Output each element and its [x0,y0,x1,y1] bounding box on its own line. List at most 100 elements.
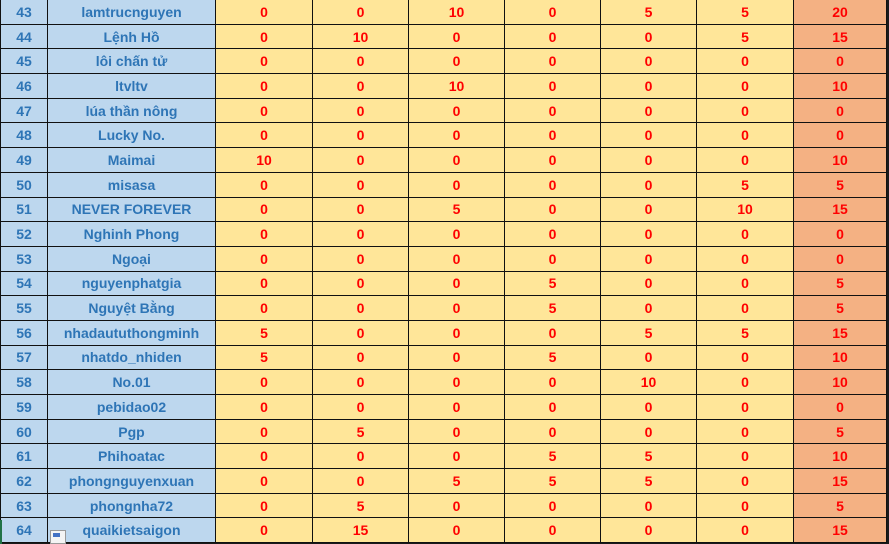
total-cell[interactable]: 10 [793,344,887,371]
score-cell[interactable]: 0 [312,344,409,371]
score-cell[interactable]: 0 [215,418,313,445]
row-number-cell[interactable]: 46 [0,73,48,99]
score-cell[interactable]: 0 [696,492,794,519]
score-cell[interactable]: 0 [408,23,505,50]
player-name-cell[interactable]: Ngoại [47,245,216,272]
score-cell[interactable]: 10 [408,0,505,25]
score-cell[interactable]: 10 [408,73,505,99]
total-cell[interactable]: 0 [793,97,887,124]
score-cell[interactable]: 0 [408,369,505,395]
total-cell[interactable]: 10 [793,73,887,99]
score-cell[interactable]: 5 [408,196,505,223]
score-cell[interactable]: 0 [696,418,794,445]
score-cell[interactable]: 0 [504,319,601,346]
player-name-cell[interactable]: misasa [47,171,216,198]
total-cell[interactable]: 0 [793,221,887,247]
score-cell[interactable]: 0 [504,394,601,420]
score-cell[interactable]: 0 [696,48,794,75]
total-cell[interactable]: 20 [793,0,887,25]
score-cell[interactable]: 0 [408,443,505,470]
score-cell[interactable]: 0 [215,517,313,544]
player-name-cell[interactable]: nguyenphatgia [47,270,216,297]
score-cell[interactable]: 0 [215,443,313,470]
total-cell[interactable]: 5 [793,492,887,519]
score-cell[interactable]: 0 [600,97,697,124]
player-name-cell[interactable]: nhadaututhongminh [47,319,216,346]
score-cell[interactable]: 0 [600,73,697,99]
row-number-cell[interactable]: 50 [0,171,48,198]
score-cell[interactable]: 0 [504,369,601,395]
score-cell[interactable]: 0 [600,517,697,544]
player-name-cell[interactable]: phongnha72 [47,492,216,519]
row-number-cell[interactable]: 52 [0,221,48,247]
score-cell[interactable]: 0 [504,73,601,99]
total-cell[interactable]: 5 [793,171,887,198]
paste-options-icon[interactable] [50,530,66,544]
score-cell[interactable]: 0 [312,0,409,25]
score-cell[interactable]: 0 [696,443,794,470]
score-cell[interactable]: 0 [504,492,601,519]
total-cell[interactable]: 15 [793,196,887,223]
score-cell[interactable]: 5 [504,295,601,321]
score-cell[interactable]: 5 [600,443,697,470]
score-cell[interactable]: 0 [696,394,794,420]
player-name-cell[interactable]: Pgp [47,418,216,445]
score-cell[interactable]: 0 [600,245,697,272]
score-cell[interactable]: 0 [215,295,313,321]
score-cell[interactable]: 0 [504,171,601,198]
score-cell[interactable]: 0 [600,196,697,223]
player-name-cell[interactable]: nhatdo_nhiden [47,344,216,371]
total-cell[interactable]: 15 [793,517,887,544]
score-cell[interactable]: 0 [600,418,697,445]
score-cell[interactable]: 0 [408,147,505,173]
score-cell[interactable]: 0 [696,97,794,124]
score-cell[interactable]: 0 [312,270,409,297]
score-cell[interactable]: 5 [408,468,505,494]
row-number-cell[interactable]: 57 [0,344,48,371]
score-cell[interactable]: 0 [696,344,794,371]
score-cell[interactable]: 0 [312,97,409,124]
score-cell[interactable]: 0 [600,171,697,198]
score-cell[interactable]: 5 [215,344,313,371]
score-cell[interactable]: 0 [215,0,313,25]
total-cell[interactable]: 5 [793,418,887,445]
player-name-cell[interactable]: Nghinh Phong [47,221,216,247]
score-cell[interactable]: 5 [215,319,313,346]
row-number-cell[interactable]: 48 [0,122,48,149]
score-cell[interactable]: 0 [504,245,601,272]
player-name-cell[interactable]: lôi chấn tử [47,48,216,75]
score-cell[interactable]: 0 [696,122,794,149]
player-name-cell[interactable]: quaikietsaigon [47,517,216,544]
score-cell[interactable]: 0 [600,270,697,297]
score-cell[interactable]: 0 [312,147,409,173]
score-cell[interactable]: 0 [408,418,505,445]
score-cell[interactable]: 5 [600,319,697,346]
score-cell[interactable]: 10 [696,196,794,223]
score-cell[interactable]: 0 [504,97,601,124]
row-number-cell[interactable]: 47 [0,97,48,124]
score-cell[interactable]: 0 [312,468,409,494]
player-name-cell[interactable]: lúa thần nông [47,97,216,124]
row-number-cell[interactable]: 56 [0,319,48,346]
total-cell[interactable]: 0 [793,245,887,272]
row-number-cell[interactable]: 51 [0,196,48,223]
score-cell[interactable]: 0 [408,319,505,346]
player-name-cell[interactable]: Nguyệt Bằng [47,295,216,321]
score-cell[interactable]: 0 [312,171,409,198]
row-number-cell[interactable]: 45 [0,48,48,75]
score-cell[interactable]: 0 [600,492,697,519]
score-cell[interactable]: 5 [312,492,409,519]
row-number-cell[interactable]: 60 [0,418,48,445]
score-cell[interactable]: 0 [504,517,601,544]
score-cell[interactable]: 0 [696,221,794,247]
score-cell[interactable]: 0 [215,270,313,297]
score-cell[interactable]: 0 [504,48,601,75]
row-number-cell[interactable]: 64 [0,517,48,544]
score-cell[interactable]: 0 [215,245,313,272]
total-cell[interactable]: 0 [793,122,887,149]
score-cell[interactable]: 0 [215,122,313,149]
total-cell[interactable]: 10 [793,369,887,395]
score-cell[interactable]: 10 [215,147,313,173]
score-cell[interactable]: 0 [215,221,313,247]
score-cell[interactable]: 0 [408,171,505,198]
